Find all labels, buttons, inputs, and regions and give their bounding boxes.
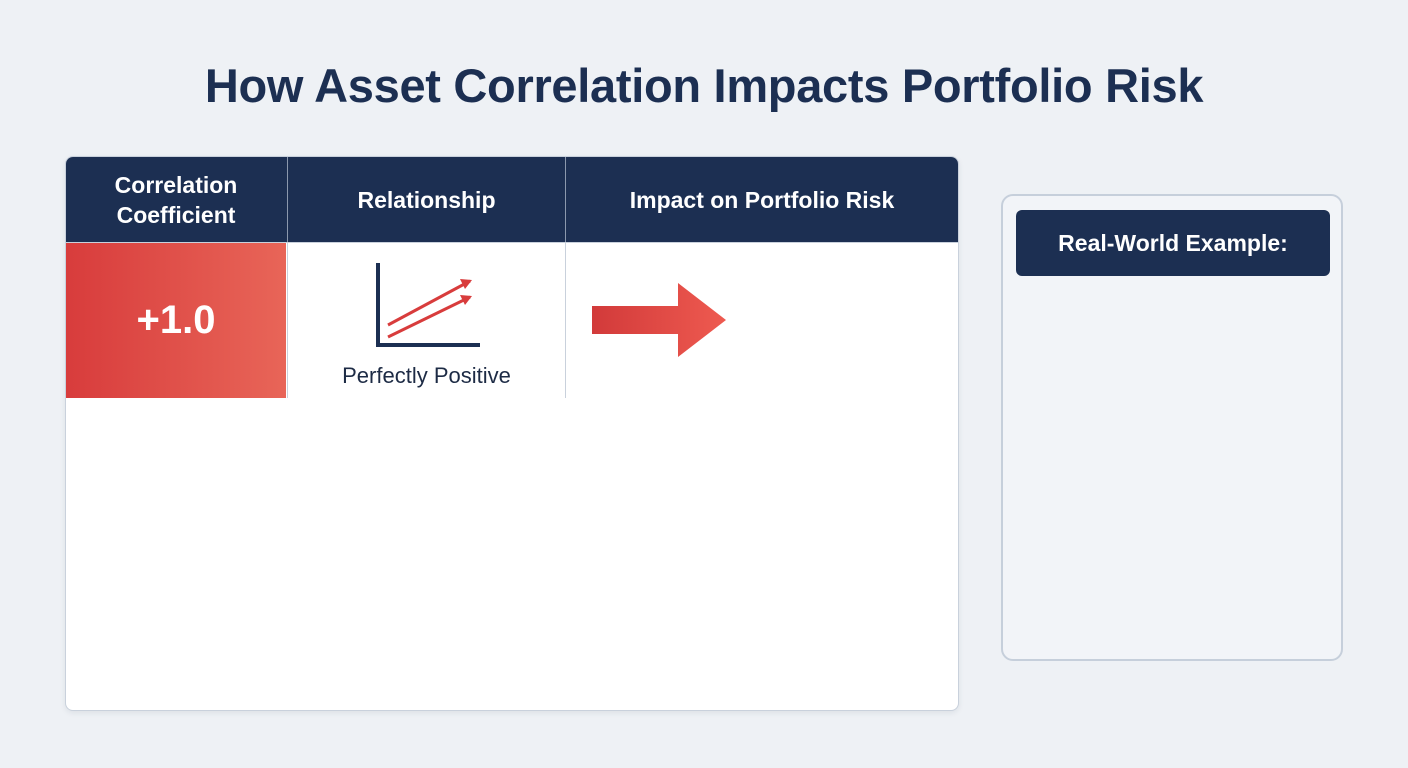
correlation-table: Correlation Coefficient Relationship Imp…	[65, 156, 959, 711]
impact-cell	[565, 243, 958, 398]
relationship-label: Perfectly Positive	[342, 363, 511, 388]
header-correlation-coefficient: Correlation Coefficient	[114, 171, 238, 228]
relationship-cell: Perfectly Positive	[287, 243, 565, 398]
real-world-example-panel: Real-World Example:	[1001, 194, 1343, 661]
header-impact: Impact on Portfolio Risk	[565, 157, 958, 242]
table-row-positive: +1.0 Perfectly Positive	[66, 242, 958, 398]
positive-correlation-chart-icon	[376, 263, 480, 347]
arrow-right-icon	[592, 283, 726, 357]
coefficient-cell: +1.0	[66, 243, 286, 398]
page-title: How Asset Correlation Impacts Portfolio …	[204, 59, 1204, 112]
table-header: Correlation Coefficient Relationship Imp…	[66, 157, 958, 242]
example-heading: Real-World Example:	[1016, 210, 1330, 276]
header-relationship: Relationship	[287, 157, 565, 242]
